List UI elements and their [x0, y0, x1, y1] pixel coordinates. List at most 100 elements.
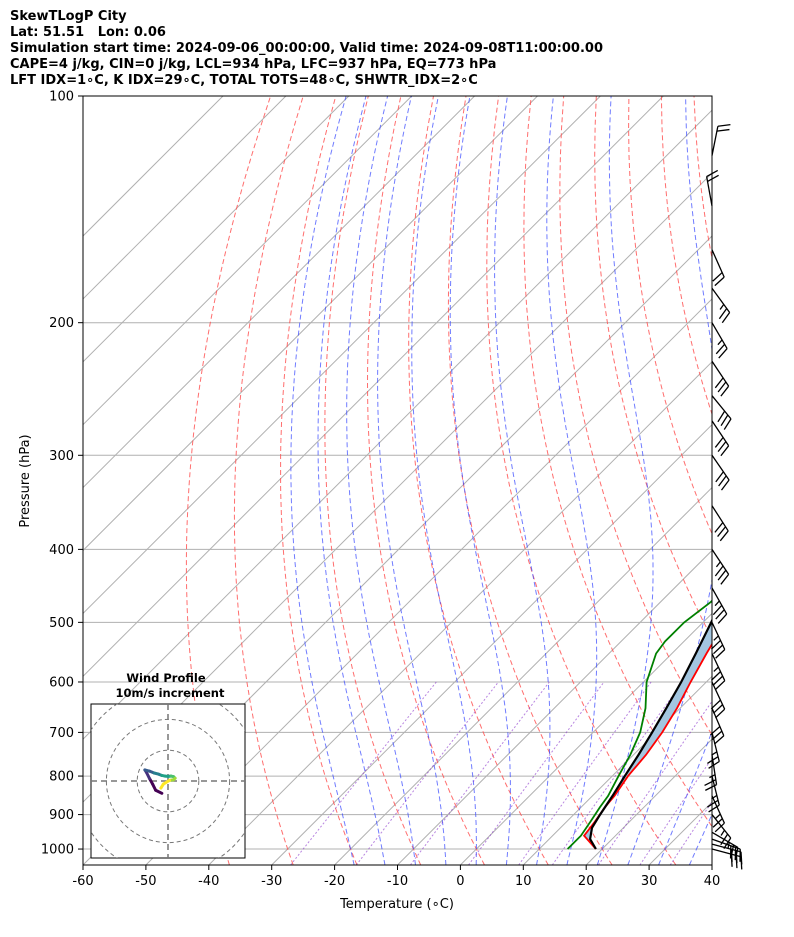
wind-barb-full [714, 437, 724, 448]
mixing-ratio-line [551, 681, 684, 865]
wind-barb [711, 587, 728, 624]
isotherm-gridline [145, 298, 712, 865]
y-tick-label: 100 [49, 90, 74, 105]
isotherm-gridline [522, 675, 712, 865]
mixing-ratio-line [290, 681, 437, 865]
wind-barb-full [706, 169, 719, 178]
wind-barbs [704, 123, 743, 870]
wind-barb-half [720, 829, 726, 836]
wind-barb-full [717, 123, 731, 127]
wind-barb-full [715, 708, 726, 719]
chart-title-line-1: SkewTLogP City [10, 9, 127, 24]
wind-barb [704, 754, 718, 791]
dry-adiabat [628, 96, 712, 535]
wind-barb-full [713, 675, 724, 686]
wind-barb-half [711, 794, 718, 800]
wind-barb-full [717, 613, 728, 624]
wind-barb-full [709, 726, 721, 736]
dry-adiabat [523, 96, 712, 828]
dry-adiabat [408, 96, 549, 865]
x-tick-label: -60 [72, 874, 93, 889]
mixing-ratio-line [639, 757, 712, 865]
x-tick-label: -40 [198, 874, 219, 889]
dry-adiabat [447, 96, 613, 865]
moist-adiabat [290, 96, 355, 865]
background-reference-lines [83, 96, 794, 865]
hodograph-inset: Wind Profile 10m/s increment [90, 671, 246, 859]
wind-barb-full [715, 471, 724, 483]
isotherm-gridline [83, 96, 413, 426]
wind-barb-full [718, 475, 727, 487]
dry-adiabat [324, 96, 422, 865]
isotherm-gridline [83, 96, 601, 615]
wind-barb-full [714, 822, 725, 833]
isotherm-gridline [648, 801, 712, 865]
wind-barb-staff [705, 176, 713, 207]
isotherm-gridline [83, 96, 664, 678]
wind-barb-full [717, 381, 727, 393]
x-axis-label: Temperature (∘C) [339, 897, 454, 912]
hodograph-ring [136, 749, 200, 813]
mixing-ratio-line [409, 681, 550, 865]
moist-adiabat [494, 96, 551, 865]
wind-barb-full [710, 671, 721, 681]
isotherm-gridline [83, 96, 350, 363]
wind-barb-full [723, 418, 732, 430]
hodograph-title: Wind Profile [126, 671, 206, 685]
wind-barb [711, 831, 739, 860]
wind-barb-full [707, 756, 719, 764]
isotherm-gridline [83, 109, 712, 740]
wind-barb-full [717, 526, 727, 537]
wind-barb-full [712, 272, 723, 282]
temperature-line [582, 642, 712, 850]
y-tick-label: 300 [49, 449, 74, 464]
y-tick-label: 700 [49, 726, 74, 741]
wind-barb-half [719, 304, 725, 310]
wind-barb-full [704, 779, 717, 787]
hodograph-plot [91, 704, 245, 858]
chart-title-line-5: LFT IDX=1∘C, K IDX=29∘C, TOTAL TOTS=48∘C… [10, 73, 478, 88]
wind-barb-full [711, 730, 723, 741]
wind-barb-full [713, 644, 724, 655]
wind-barb-full [715, 649, 726, 659]
wind-barb-full [720, 573, 730, 585]
isotherm-gridline [83, 96, 287, 300]
wind-barb-full [712, 818, 723, 828]
wind-barb [710, 681, 726, 719]
moist-adiabat [720, 96, 794, 865]
wind-barb-full [716, 128, 730, 132]
y-tick-label: 800 [49, 770, 74, 785]
wind-barb-full [705, 784, 717, 791]
wind-barb-full [715, 343, 726, 355]
moist-adiabat [346, 96, 416, 865]
mixing-ratio-line [518, 681, 652, 865]
wind-barb-full [708, 804, 720, 813]
moist-adiabat [546, 96, 598, 865]
wind-barb-full [710, 639, 721, 650]
moist-adiabat [317, 96, 386, 865]
wind-barb-full [714, 377, 724, 389]
wind-barb [711, 454, 730, 491]
wind-barb-full [718, 348, 728, 359]
x-tick-label: 0 [456, 874, 464, 889]
isotherm-gridline [83, 96, 538, 552]
wind-barb-full [720, 833, 729, 846]
x-tick-label: -30 [261, 874, 282, 889]
wind-barb-half [713, 635, 719, 641]
wind-barb-full [717, 441, 727, 453]
x-tick-label: -10 [387, 874, 408, 889]
isotherm-gridline [585, 738, 712, 865]
wind-barb-staff [711, 322, 728, 349]
y-tick-label: 600 [49, 675, 74, 690]
moist-adiabat [658, 730, 712, 865]
moist-adiabat [596, 96, 654, 865]
wind-barb [711, 420, 730, 457]
dry-adiabat [233, 96, 304, 865]
wind-barb-full [717, 569, 727, 581]
dry-adiabat [559, 96, 712, 736]
mixing-ratio-line [468, 681, 605, 865]
wind-barb-full [720, 385, 730, 397]
isotherm-gridline [83, 96, 475, 489]
wind-barb-half [727, 842, 730, 849]
